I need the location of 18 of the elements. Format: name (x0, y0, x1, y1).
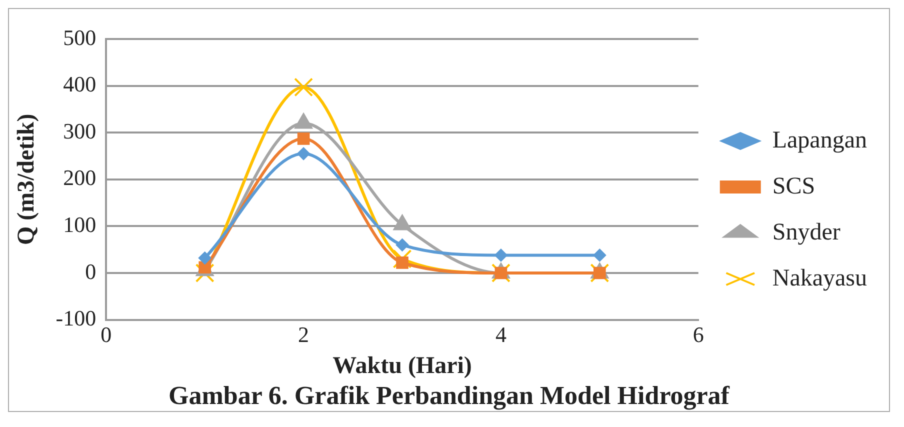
legend-label: Nakayasu (772, 265, 868, 292)
legend-label: SCS (772, 173, 816, 200)
x-tick-label: 6 (692, 322, 704, 347)
text: Gambar 6. Grafik Perbandingan Model Hidrograf (168, 381, 731, 411)
x-axis-title: Waktu (Hari) (332, 352, 472, 379)
y-tick-label: -100 (56, 306, 96, 331)
x-tick-label: 0 (100, 322, 112, 347)
y-tick-label: 200 (63, 165, 96, 190)
x-tick-label: 2 (298, 322, 310, 347)
x-tick-label: 4 (495, 322, 506, 347)
y-tick-label: 0 (85, 258, 96, 284)
legend-label: Lapangan (772, 127, 867, 154)
y-tick-label: 100 (63, 212, 96, 237)
y-tick-label: 400 (63, 72, 96, 97)
y-tick-label: 500 (63, 24, 96, 50)
y-tick-label: 300 (63, 118, 96, 144)
legend-label: Snyder (772, 219, 840, 246)
y-axis-title: Q (m3/detik) (14, 114, 40, 246)
